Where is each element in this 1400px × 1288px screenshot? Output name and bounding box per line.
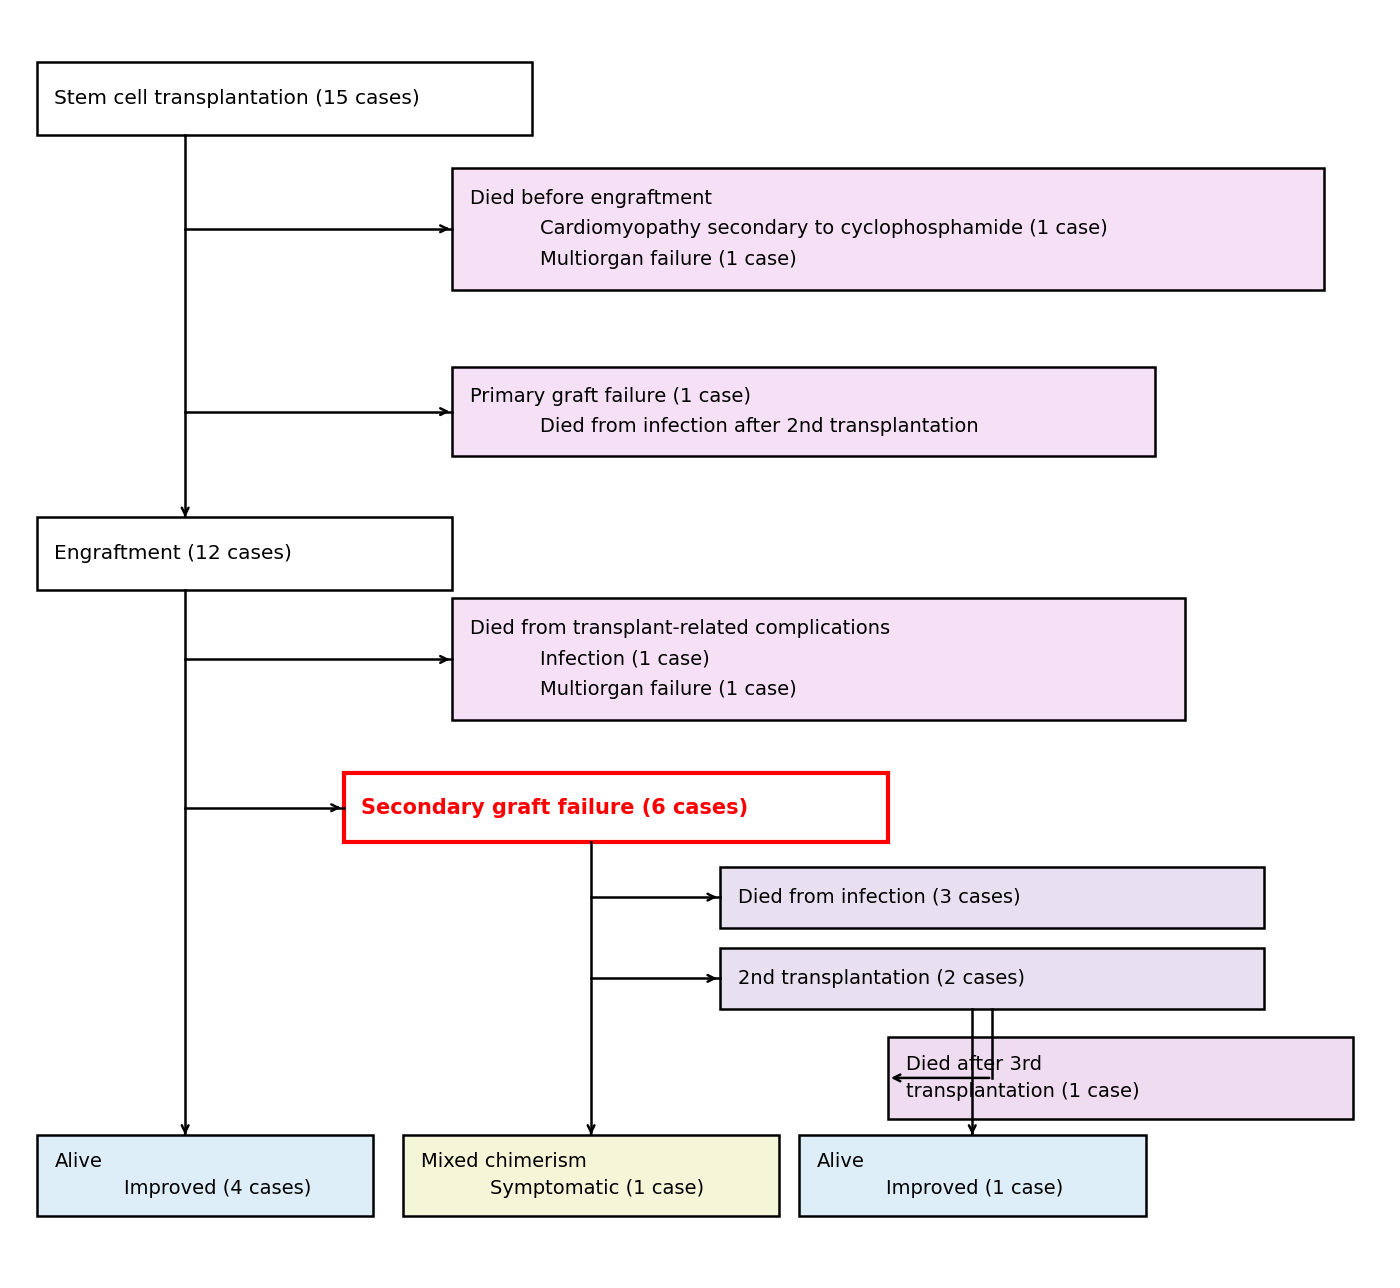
Text: Died from transplant-related complications: Died from transplant-related complicatio… [470,620,890,639]
Text: Primary graft failure (1 case): Primary graft failure (1 case) [470,388,752,406]
FancyBboxPatch shape [720,948,1264,1009]
Text: Multiorgan failure (1 case): Multiorgan failure (1 case) [539,250,797,269]
Text: transplantation (1 case): transplantation (1 case) [906,1082,1140,1101]
FancyBboxPatch shape [720,867,1264,927]
FancyBboxPatch shape [799,1135,1145,1216]
Text: Mixed chimerism: Mixed chimerism [421,1153,587,1171]
Text: 2nd transplantation (2 cases): 2nd transplantation (2 cases) [738,969,1025,988]
Text: Died before engraftment: Died before engraftment [470,189,713,207]
Text: Alive: Alive [55,1153,102,1171]
FancyBboxPatch shape [36,1135,374,1216]
Text: Stem cell transplantation (15 cases): Stem cell transplantation (15 cases) [55,89,420,108]
Text: Engraftment (12 cases): Engraftment (12 cases) [55,545,293,563]
FancyBboxPatch shape [452,599,1186,720]
Text: Died from infection after 2nd transplantation: Died from infection after 2nd transplant… [539,417,979,437]
Text: Improved (1 case): Improved (1 case) [886,1180,1064,1198]
Text: Secondary graft failure (6 cases): Secondary graft failure (6 cases) [361,797,749,818]
FancyBboxPatch shape [403,1135,780,1216]
FancyBboxPatch shape [36,62,532,135]
Text: Improved (4 cases): Improved (4 cases) [123,1180,311,1198]
Text: Died from infection (3 cases): Died from infection (3 cases) [738,887,1021,907]
FancyBboxPatch shape [343,773,888,842]
Text: Died after 3rd: Died after 3rd [906,1055,1042,1074]
FancyBboxPatch shape [452,167,1324,290]
Text: Multiorgan failure (1 case): Multiorgan failure (1 case) [539,680,797,699]
Text: Alive: Alive [816,1153,865,1171]
Text: Cardiomyopathy secondary to cyclophosphamide (1 case): Cardiomyopathy secondary to cyclophospha… [539,219,1107,238]
Text: Infection (1 case): Infection (1 case) [539,650,710,668]
Text: Symptomatic (1 case): Symptomatic (1 case) [490,1180,704,1198]
FancyBboxPatch shape [452,367,1155,456]
FancyBboxPatch shape [36,518,452,590]
FancyBboxPatch shape [888,1037,1354,1118]
